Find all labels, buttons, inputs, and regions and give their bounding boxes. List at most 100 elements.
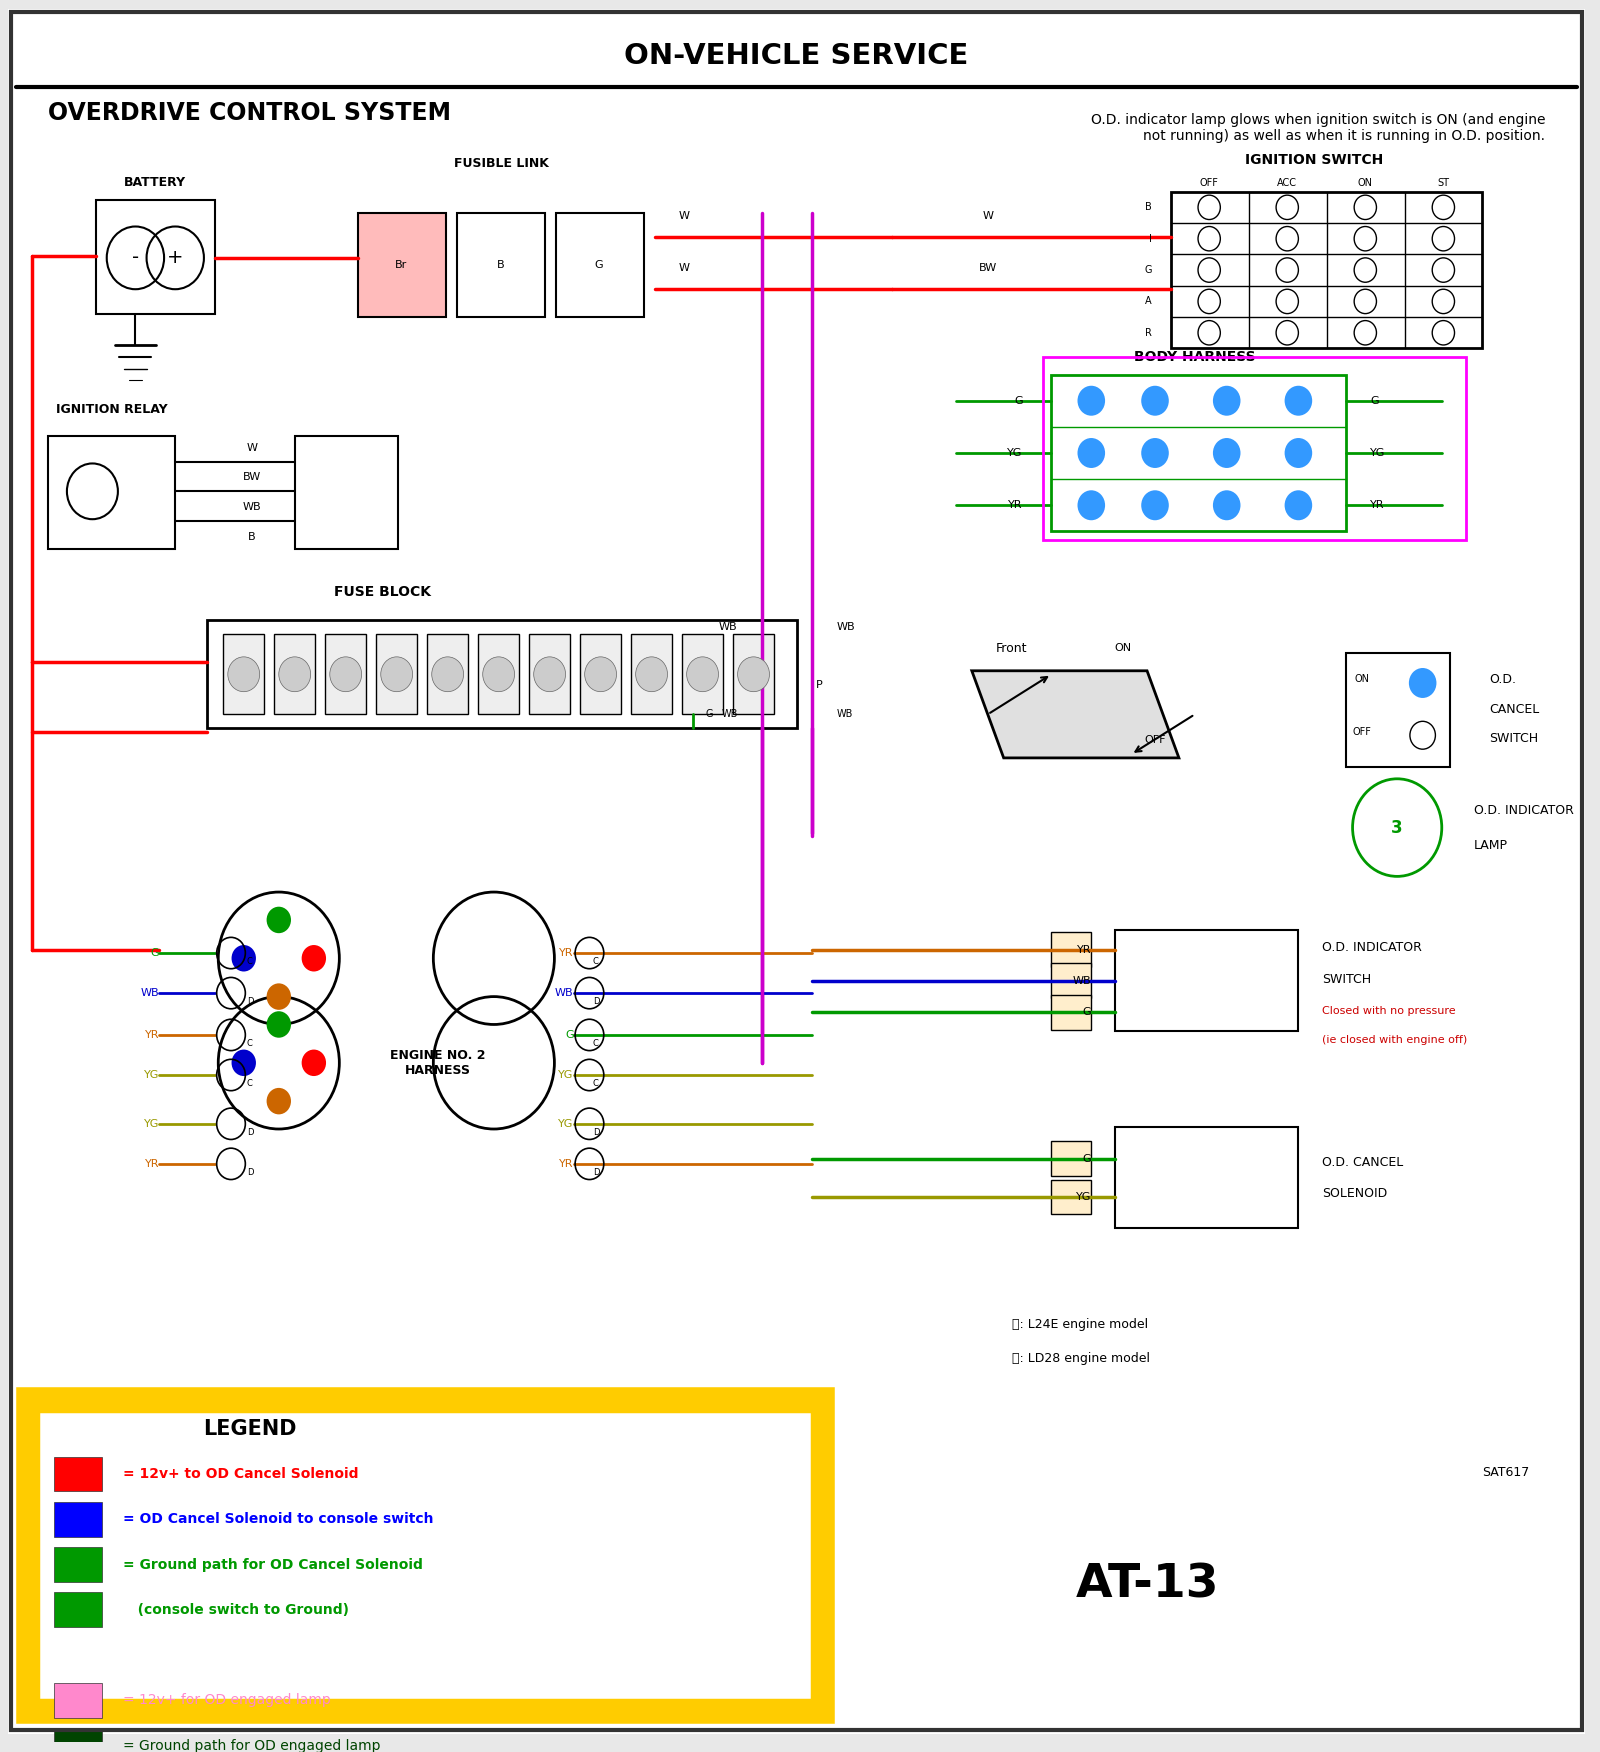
Text: Front: Front	[995, 641, 1027, 655]
Text: YR: YR	[146, 1030, 160, 1041]
Text: ON: ON	[1355, 675, 1370, 685]
Text: YR: YR	[1008, 501, 1022, 510]
Text: R: R	[1146, 328, 1152, 338]
Text: D: D	[246, 1169, 253, 1177]
Text: OFF: OFF	[1144, 736, 1166, 746]
Text: YR: YR	[146, 1158, 160, 1169]
Polygon shape	[971, 671, 1179, 759]
Text: YR: YR	[1077, 944, 1091, 955]
Text: Closed with no pressure: Closed with no pressure	[1322, 1006, 1456, 1016]
Bar	[19, 1391, 832, 1722]
Text: C: C	[246, 1039, 253, 1048]
Bar	[1171, 191, 1482, 349]
Text: BODY HARNESS: BODY HARNESS	[1134, 350, 1256, 364]
Text: W: W	[246, 443, 258, 452]
Circle shape	[1078, 387, 1104, 415]
Circle shape	[1214, 440, 1240, 468]
Text: C: C	[592, 1079, 598, 1088]
Circle shape	[302, 1051, 325, 1076]
Text: G: G	[1083, 1153, 1091, 1163]
Text: O.D.: O.D.	[1490, 673, 1517, 687]
Text: YG: YG	[1370, 449, 1386, 457]
Text: G: G	[1370, 396, 1379, 406]
Bar	[1346, 653, 1450, 767]
Text: D: D	[246, 997, 253, 1006]
Text: ⓖ: L24E engine model: ⓖ: L24E engine model	[1011, 1318, 1147, 1332]
Text: D: D	[592, 1128, 598, 1137]
Bar	[325, 634, 366, 715]
Text: SWITCH: SWITCH	[1322, 972, 1371, 986]
Text: I: I	[1149, 233, 1152, 244]
Text: SWITCH: SWITCH	[1490, 732, 1539, 745]
Text: WB: WB	[837, 622, 854, 632]
Text: FUSE BLOCK: FUSE BLOCK	[334, 585, 430, 599]
Text: YG: YG	[558, 1070, 573, 1079]
Text: C: C	[592, 957, 598, 967]
Circle shape	[686, 657, 718, 692]
Circle shape	[1214, 491, 1240, 519]
Bar	[376, 634, 418, 715]
Text: 3: 3	[1392, 818, 1403, 837]
Text: ON-VEHICLE SERVICE: ON-VEHICLE SERVICE	[624, 42, 968, 70]
Circle shape	[232, 1051, 254, 1076]
Circle shape	[1410, 669, 1435, 697]
Text: WB: WB	[722, 710, 738, 720]
Text: OFF: OFF	[1352, 727, 1371, 738]
Text: ACC: ACC	[1277, 179, 1298, 187]
Text: G: G	[706, 710, 714, 720]
Text: C: C	[246, 957, 253, 967]
Text: = 12v+ to OD Cancel Solenoid: = 12v+ to OD Cancel Solenoid	[123, 1466, 358, 1480]
Text: C: C	[592, 1039, 598, 1048]
Text: YR: YR	[558, 948, 573, 958]
Bar	[1051, 995, 1091, 1030]
Circle shape	[232, 946, 254, 971]
Bar	[54, 1684, 102, 1719]
Circle shape	[738, 657, 770, 692]
Text: W: W	[678, 210, 690, 221]
Text: OFF: OFF	[1200, 179, 1219, 187]
Bar	[358, 212, 446, 317]
Bar	[54, 1456, 102, 1491]
Text: B: B	[1146, 201, 1152, 212]
Circle shape	[432, 657, 464, 692]
Text: P: P	[816, 680, 822, 690]
Text: O.D. CANCEL: O.D. CANCEL	[1322, 1156, 1403, 1169]
Text: AT-13: AT-13	[1075, 1563, 1219, 1608]
Bar	[458, 212, 546, 317]
Text: B: B	[496, 259, 504, 270]
Bar	[54, 1729, 102, 1752]
Text: WB: WB	[1072, 976, 1091, 986]
Text: W: W	[982, 210, 994, 221]
Text: ⓓ: LD28 engine model: ⓓ: LD28 engine model	[1011, 1353, 1150, 1365]
Circle shape	[534, 657, 565, 692]
Bar	[274, 634, 315, 715]
Text: G: G	[150, 948, 160, 958]
Bar	[1051, 375, 1346, 531]
Circle shape	[1214, 387, 1240, 415]
Text: C: C	[246, 1079, 253, 1088]
Bar	[96, 200, 214, 314]
Circle shape	[1142, 491, 1168, 519]
Text: WB: WB	[141, 988, 160, 999]
Text: BATTERY: BATTERY	[123, 177, 186, 189]
Circle shape	[1142, 440, 1168, 468]
Circle shape	[1286, 491, 1310, 519]
Bar	[557, 212, 643, 317]
Text: D: D	[246, 1128, 253, 1137]
Text: ON: ON	[1358, 179, 1373, 187]
Text: LAMP: LAMP	[1474, 839, 1507, 851]
Bar	[48, 436, 176, 548]
Text: BW: BW	[243, 473, 261, 482]
Bar	[1115, 930, 1298, 1032]
Bar	[733, 634, 774, 715]
Bar	[54, 1593, 102, 1628]
Text: G: G	[595, 259, 603, 270]
Text: SOLENOID: SOLENOID	[1322, 1186, 1387, 1200]
Circle shape	[483, 657, 515, 692]
Text: = 12v+ for OD engaged lamp: = 12v+ for OD engaged lamp	[123, 1694, 331, 1708]
Text: O.D. INDICATOR: O.D. INDICATOR	[1474, 804, 1573, 816]
Text: IGNITION RELAY: IGNITION RELAY	[56, 403, 168, 415]
Circle shape	[1078, 440, 1104, 468]
Text: BW: BW	[979, 263, 997, 273]
Text: G: G	[1144, 265, 1152, 275]
